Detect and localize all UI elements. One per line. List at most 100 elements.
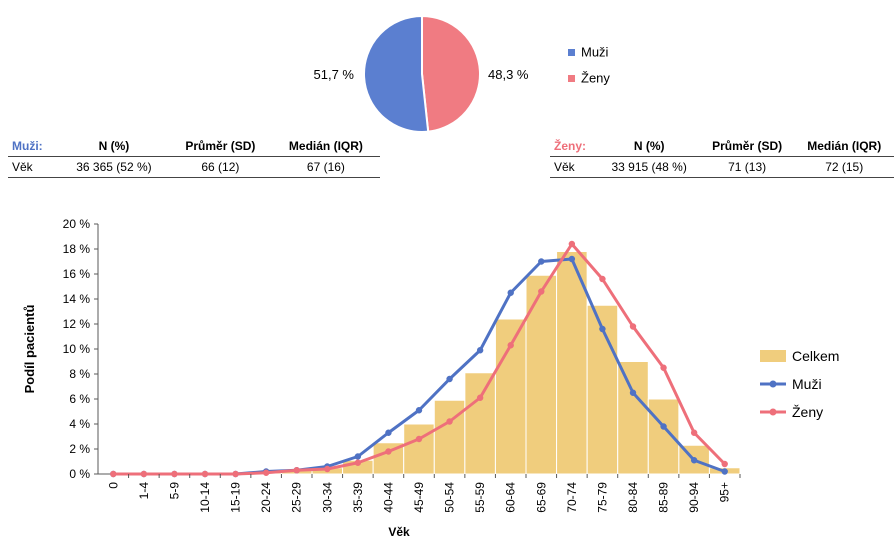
x-tick-label: 60-64 bbox=[504, 482, 518, 513]
point-zeny bbox=[690, 429, 698, 436]
column-header-n: N (%) bbox=[58, 137, 169, 157]
legend-marker-zeny bbox=[769, 408, 777, 416]
point-zeny bbox=[140, 470, 148, 478]
x-tick-label: 45-49 bbox=[412, 482, 426, 513]
x-tick-label: 95+ bbox=[718, 482, 732, 502]
legend-swatch-celkem bbox=[760, 350, 786, 362]
point-zeny bbox=[446, 418, 453, 425]
x-tick-label: 85-89 bbox=[657, 482, 671, 513]
y-axis-title: Podíl pacientů bbox=[22, 305, 37, 394]
point-zeny bbox=[476, 394, 484, 401]
y-tick-label: 8 % bbox=[69, 367, 90, 381]
point-zeny bbox=[201, 470, 209, 478]
point-muzi bbox=[415, 407, 423, 414]
point-muzi bbox=[476, 347, 484, 354]
point-zeny bbox=[171, 470, 178, 478]
row-label: Věk bbox=[550, 156, 599, 178]
legend-label: Ženy bbox=[792, 404, 823, 420]
pie-label-muzi: 51,7 % bbox=[314, 67, 355, 82]
pie-legend-label: Ženy bbox=[581, 71, 610, 86]
x-tick-label: 0 bbox=[106, 482, 120, 489]
point-zeny bbox=[293, 467, 300, 474]
cell-median: 67 (16) bbox=[271, 156, 380, 178]
pie-legend-label: Muži bbox=[581, 45, 609, 60]
row-label: Věk bbox=[8, 156, 59, 178]
pie-slice-zeny bbox=[421, 14, 481, 133]
y-tick-label: 14 % bbox=[63, 292, 91, 306]
legend-marker-muzi bbox=[769, 380, 777, 388]
y-tick-label: 0 % bbox=[69, 467, 90, 481]
point-zeny bbox=[385, 448, 392, 455]
pie-label-zeny: 48,3 % bbox=[488, 67, 529, 82]
point-zeny bbox=[660, 364, 667, 371]
x-axis-title: Věk bbox=[388, 525, 410, 538]
point-zeny bbox=[538, 288, 545, 295]
point-muzi bbox=[599, 325, 606, 333]
x-tick-label: 10-14 bbox=[198, 482, 212, 513]
cell-n: 36 365 (52 %) bbox=[58, 156, 169, 178]
column-header-median: Medián (IQR) bbox=[271, 137, 380, 157]
stats-table-men: Muži: N (%) Průměr (SD) Medián (IQR) Věk… bbox=[8, 137, 380, 178]
point-zeny bbox=[110, 470, 117, 478]
x-tick-label: 55-59 bbox=[473, 482, 487, 513]
histogram-chart: 0 % 2 % 4 % 6 % 8 % 10 % 12 % 14 % 16 % 18 % 20 % 0… bbox=[22, 217, 839, 538]
point-muzi bbox=[507, 289, 514, 296]
y-tick-label: 4 % bbox=[69, 417, 90, 431]
bar-celkem bbox=[556, 251, 588, 475]
bar-celkem bbox=[464, 372, 496, 475]
column-header-n: N (%) bbox=[598, 137, 700, 157]
pie-legend: Muži Ženy bbox=[568, 45, 610, 86]
cell-mean: 66 (12) bbox=[168, 156, 272, 178]
point-zeny bbox=[324, 465, 331, 473]
x-tick-label: 70-74 bbox=[565, 482, 579, 513]
x-tick-label: 1-4 bbox=[137, 482, 151, 500]
table-group-label: Ženy: bbox=[550, 137, 599, 157]
point-muzi bbox=[385, 429, 392, 436]
x-tick-label: 5-9 bbox=[167, 482, 181, 500]
y-tick-label: 18 % bbox=[63, 242, 91, 256]
point-zeny bbox=[262, 469, 270, 476]
y-tick-label: 2 % bbox=[69, 442, 90, 456]
y-tick-label: 16 % bbox=[63, 267, 91, 281]
point-muzi bbox=[568, 255, 576, 263]
y-tick-label: 10 % bbox=[63, 342, 91, 356]
point-zeny bbox=[629, 323, 637, 330]
pie-legend-swatch bbox=[568, 75, 575, 82]
x-tick-label: 30-34 bbox=[320, 482, 334, 513]
point-zeny bbox=[721, 460, 728, 468]
point-zeny bbox=[232, 470, 239, 478]
point-zeny bbox=[415, 435, 423, 443]
x-tick-label: 20-24 bbox=[259, 482, 273, 513]
pie-legend-swatch bbox=[568, 49, 575, 56]
point-zeny bbox=[354, 459, 362, 466]
point-muzi bbox=[629, 389, 637, 396]
legend-label: Muži bbox=[792, 376, 822, 392]
cell-mean: 71 (13) bbox=[699, 156, 795, 178]
x-tick-label: 80-84 bbox=[626, 482, 640, 513]
y-tick-label: 6 % bbox=[69, 392, 90, 406]
legend-label: Celkem bbox=[792, 348, 839, 364]
x-tick-label: 65-69 bbox=[534, 482, 548, 513]
bar-celkem bbox=[586, 304, 619, 475]
x-tick-label: 40-44 bbox=[381, 482, 395, 513]
x-tick-label: 25-29 bbox=[290, 482, 304, 513]
column-header-mean: Průměr (SD) bbox=[168, 137, 272, 157]
stats-table-women: Ženy: N (%) Průměr (SD) Medián (IQR) Věk… bbox=[550, 137, 894, 178]
point-muzi bbox=[354, 453, 362, 460]
x-tick-label: 35-39 bbox=[351, 482, 365, 513]
point-muzi bbox=[660, 423, 667, 430]
table-group-label: Muži: bbox=[8, 137, 59, 157]
x-tick-label: 75-79 bbox=[595, 482, 609, 513]
column-header-mean: Průměr (SD) bbox=[699, 137, 795, 157]
x-tick-label: 15-19 bbox=[229, 482, 243, 513]
pie-chart: 51,7 % 48,3 % bbox=[314, 14, 529, 133]
cell-median: 72 (15) bbox=[794, 156, 894, 178]
point-zeny bbox=[568, 240, 576, 248]
point-muzi bbox=[721, 468, 728, 475]
point-zeny bbox=[599, 275, 606, 283]
point-zeny bbox=[507, 342, 514, 349]
bar-celkem bbox=[617, 361, 649, 475]
pie-slice-muzi bbox=[363, 14, 430, 133]
column-header-median: Medián (IQR) bbox=[794, 137, 894, 157]
